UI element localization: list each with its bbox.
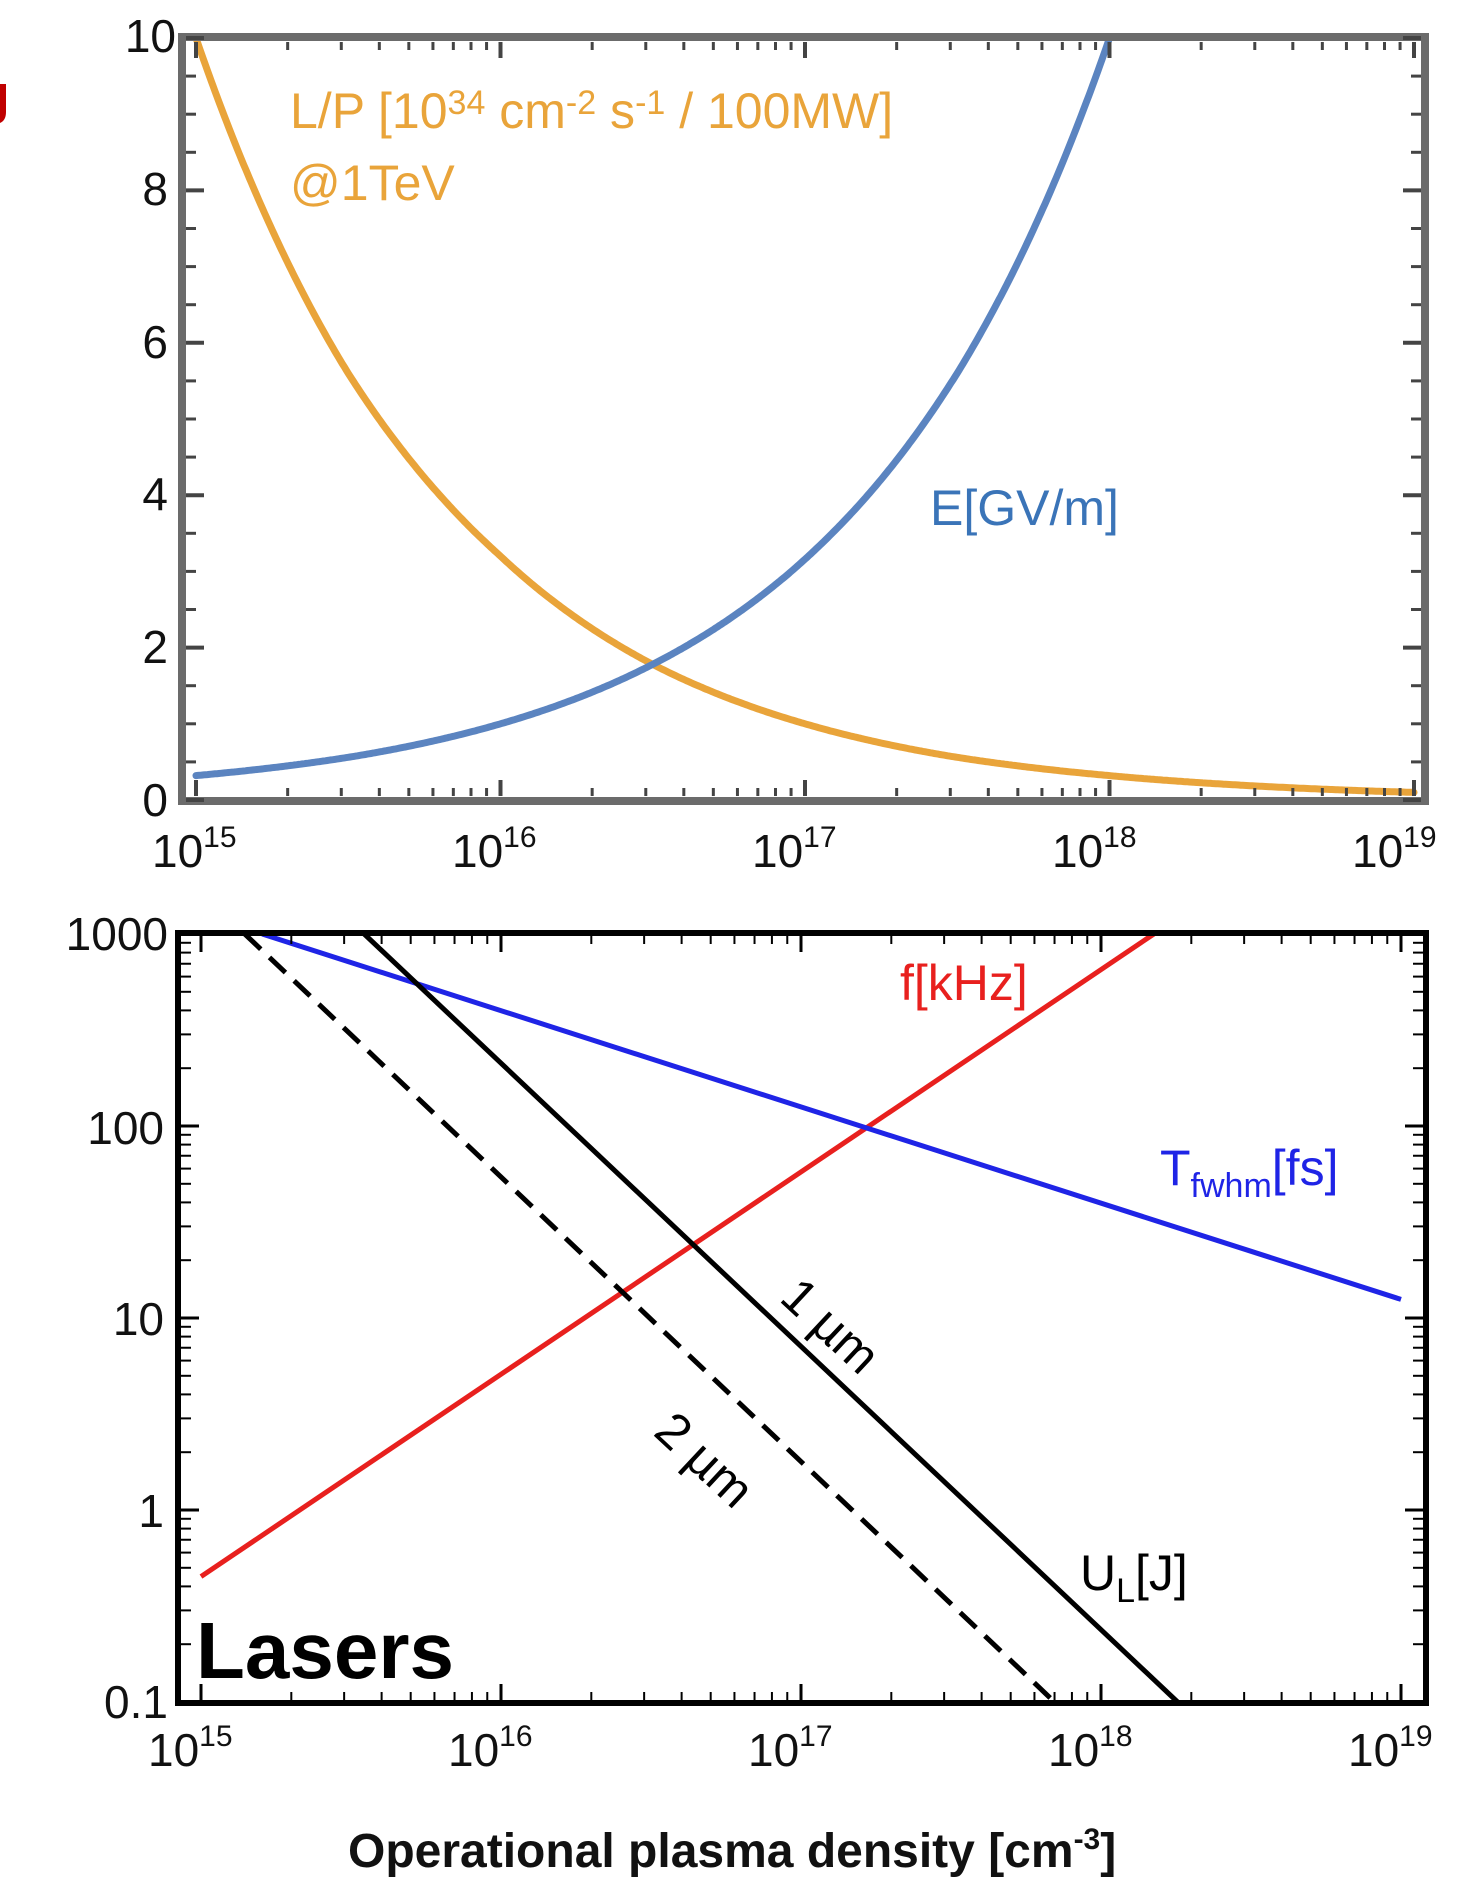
top-x-tick-label: 1019	[1352, 821, 1437, 877]
bottom-chart-ticks	[181, 932, 1423, 1704]
f-khz-series-label: f[kHz]	[900, 955, 1028, 1011]
top-x-tick-label: 1016	[452, 821, 537, 877]
lp-curve	[192, 34, 1418, 796]
top-y-tick-label: 0	[142, 774, 168, 826]
bottom-y-tick-label: 1000	[66, 908, 168, 960]
two-micron-label: 2 µm	[644, 1401, 764, 1518]
top-chart-ticks	[186, 36, 1421, 802]
top-y-tick-label: 2	[142, 621, 168, 673]
bottom-y-tick-label: 100	[87, 1102, 164, 1154]
f-khz-line	[199, 931, 1156, 1579]
top-x-tick-label: 1017	[752, 821, 837, 877]
bottom-y-tick-label: 10	[113, 1293, 164, 1345]
t-fwhm-series-label: Tfwhm[fs]	[1160, 1140, 1338, 1205]
one-micron-label: 1 µm	[770, 1267, 890, 1384]
ul-series-label: UL[J]	[1080, 1545, 1188, 1610]
t-fwhm-line	[261, 931, 1402, 1302]
ul-1um-line	[362, 932, 1180, 1704]
bottom-y-tick-label: 1	[138, 1485, 164, 1537]
top-y-tick-label: 6	[142, 316, 168, 368]
top-x-tick-label: 1018	[1052, 821, 1137, 877]
bottom-x-tick-label: 1019	[1348, 1720, 1433, 1776]
lasers-panel-title: Lasers	[196, 1606, 454, 1695]
cropped-red-glyph	[0, 84, 6, 123]
bottom-x-tick-label: 1015	[148, 1720, 233, 1776]
bottom-x-tick-label: 1017	[748, 1720, 833, 1776]
x-axis-label: Operational plasma density [cm-3]	[348, 1823, 1116, 1878]
bottom-plot-frame	[175, 930, 1429, 1706]
lp-series-label: L/P [1034 cm-2 s-1 / 100MW]	[290, 83, 893, 139]
top-y-tick-label: 4	[142, 468, 168, 520]
top-y-tick-label: 8	[142, 163, 168, 215]
lp-energy-label: @1TeV	[290, 155, 455, 211]
e-field-curve	[192, 34, 1113, 780]
top-chart-panel: 0 2 4 6 8 10 1015 1016 1017 1018 1019 L/…	[125, 10, 1437, 877]
top-chart-curves	[192, 34, 1418, 796]
bottom-y-tick-label: 0.1	[104, 1676, 168, 1728]
top-plot-frame	[178, 33, 1429, 805]
top-y-tick-label: 10	[125, 10, 176, 62]
bottom-chart-curves	[199, 931, 1402, 1704]
e-field-series-label: E[GV/m]	[930, 480, 1119, 536]
bottom-x-tick-label: 1018	[1048, 1720, 1133, 1776]
ul-2um-line	[243, 932, 1057, 1704]
bottom-chart-panel: 0.1 1 10 100 1000 1015 1016 1017 1018 10…	[66, 908, 1433, 1776]
bottom-x-tick-label: 1016	[448, 1720, 533, 1776]
top-x-tick-label: 1015	[152, 821, 237, 877]
